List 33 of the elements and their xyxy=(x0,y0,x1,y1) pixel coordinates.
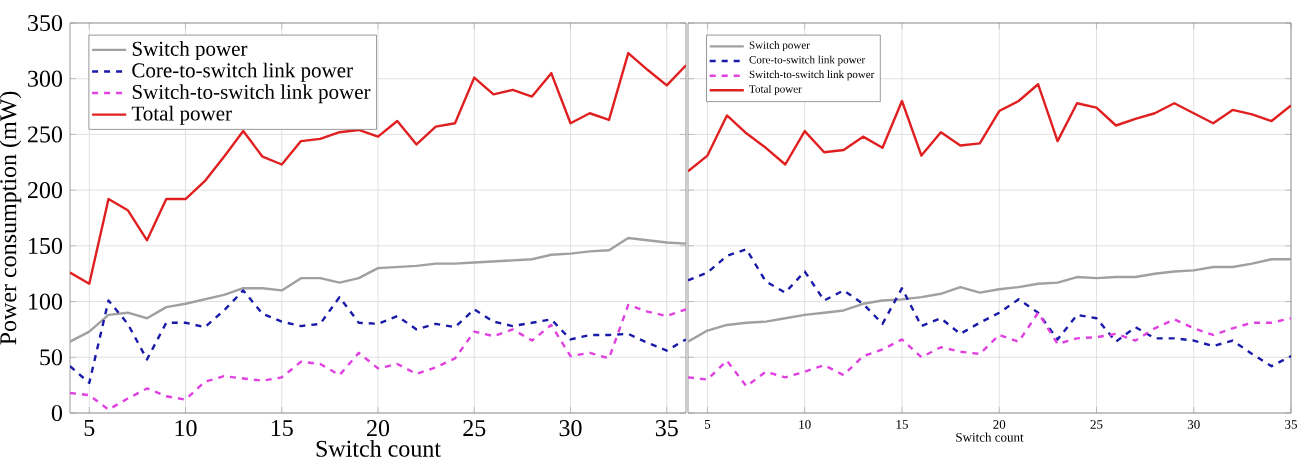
y-tick-label: 250 xyxy=(28,126,63,143)
y-axis-title: Power consumption (mW) xyxy=(0,91,22,345)
y-tick-label: 0 xyxy=(51,404,63,422)
legend-label: Switch power xyxy=(749,41,810,52)
x-tick-label: 30 xyxy=(1187,420,1200,429)
x-tick-label: 25 xyxy=(1090,420,1103,429)
legend-label: Total power xyxy=(131,105,232,125)
y-tick-label: 150 xyxy=(29,237,63,254)
y-tick-label: 50 xyxy=(40,349,63,366)
x-axis-title: Switch count xyxy=(956,432,1024,442)
x-tick-label: 30 xyxy=(559,420,582,437)
y-tick-label: 300 xyxy=(28,70,63,87)
x-tick-label: 35 xyxy=(655,420,678,437)
legend-label: Core-to-switch link power xyxy=(132,62,353,82)
y-tick-label: 100 xyxy=(29,293,63,310)
x-tick-label: 5 xyxy=(704,420,711,429)
legend-label: Switch-to-switch link power xyxy=(749,70,875,81)
x-tick-label: 10 xyxy=(175,420,197,437)
x-tick-label: 25 xyxy=(463,420,486,437)
x-tick-label: 15 xyxy=(271,420,293,437)
x-tick-label: 20 xyxy=(993,420,1006,429)
x-tick-label: 5 xyxy=(84,420,95,436)
y-tick-label: 200 xyxy=(28,182,63,199)
x-axis-title: Switch count xyxy=(316,439,441,457)
legend-label: Switch-to-switch link power xyxy=(132,84,371,104)
legend-label: Switch power xyxy=(132,41,248,61)
x-tick-label: 10 xyxy=(799,420,811,429)
legend-label: Core-to-switch link power xyxy=(749,55,866,66)
legend-label: Total power xyxy=(749,84,802,95)
x-tick-label: 20 xyxy=(367,420,390,437)
y-tick-label: 350 xyxy=(28,14,63,32)
x-tick-label: 15 xyxy=(896,420,908,429)
x-tick-label: 35 xyxy=(1285,420,1297,429)
